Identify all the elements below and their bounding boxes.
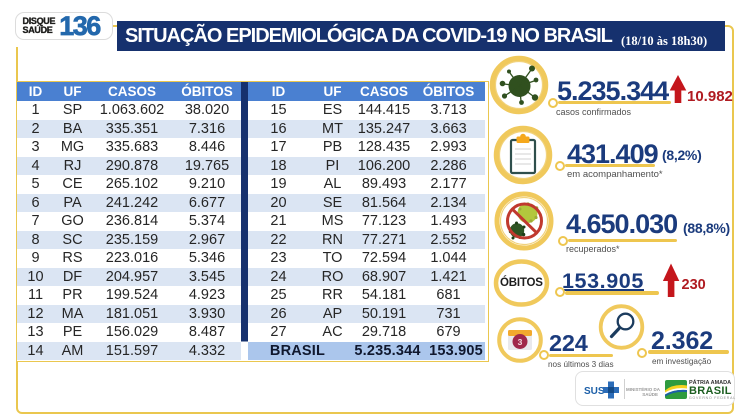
svg-text:3: 3 [518,337,523,347]
